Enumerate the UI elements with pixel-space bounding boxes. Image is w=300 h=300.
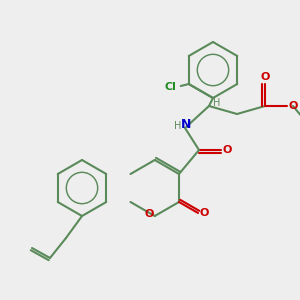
Text: N: N	[181, 118, 191, 131]
Text: O: O	[288, 101, 298, 111]
Text: O: O	[222, 145, 232, 155]
Text: O: O	[200, 208, 209, 218]
Text: H: H	[174, 121, 182, 131]
Text: H: H	[213, 98, 221, 108]
Text: Cl: Cl	[165, 82, 177, 92]
Text: O: O	[144, 209, 153, 219]
Text: O: O	[260, 72, 270, 82]
